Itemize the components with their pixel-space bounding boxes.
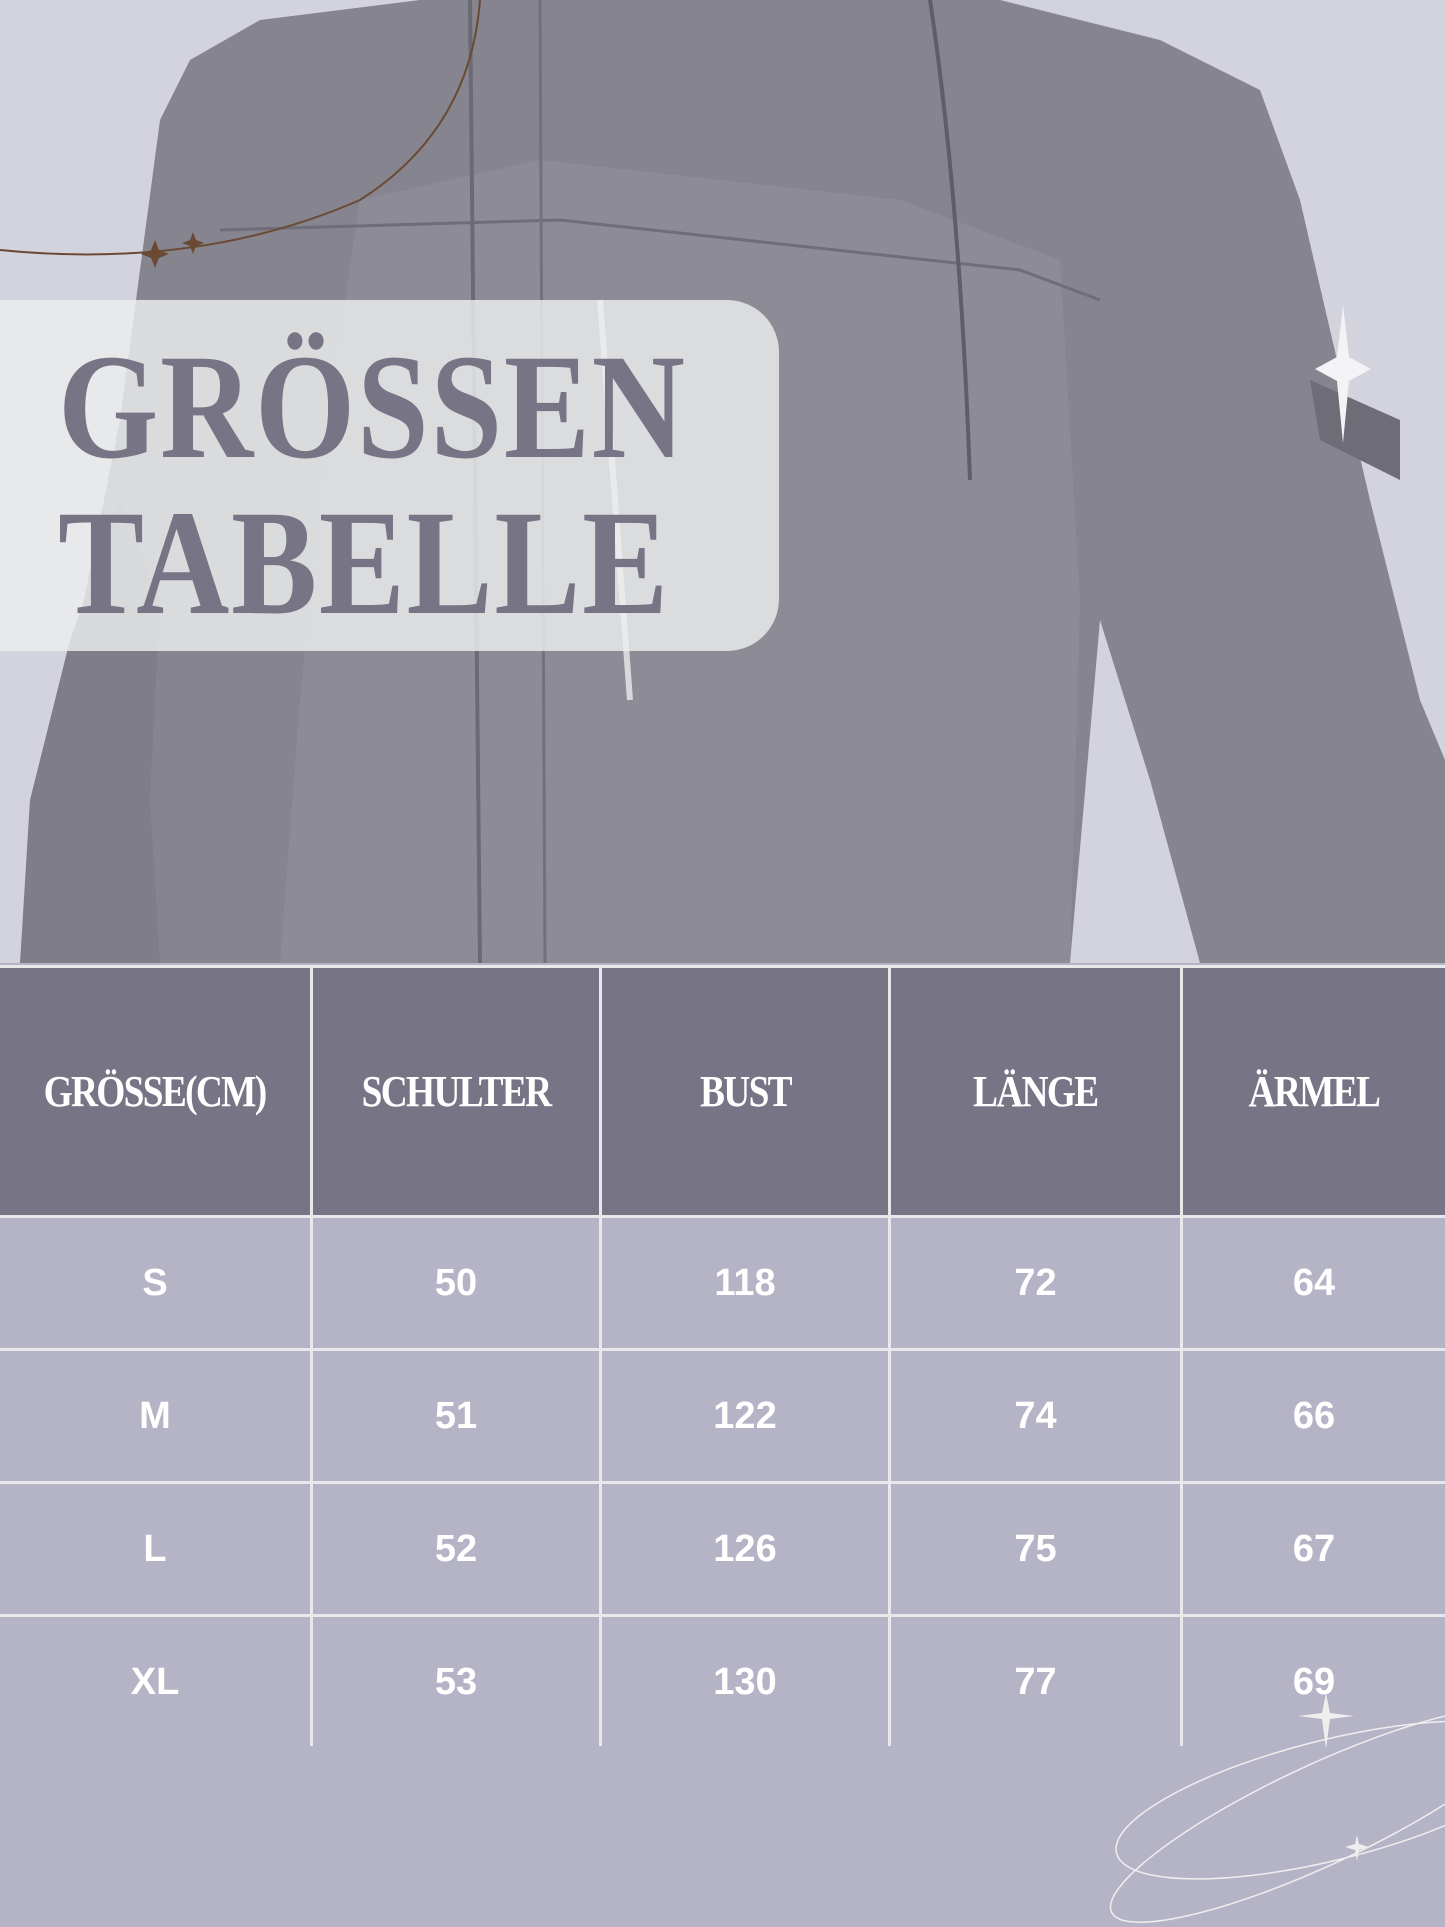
table-cell: 130 xyxy=(602,1617,888,1747)
header-sleeve: ÄRMEL xyxy=(1183,968,1445,1215)
size-table: GRÖSSE(CM) SCHULTER BUST LÄNGE ÄRMEL S 5… xyxy=(0,965,1445,1747)
table-cell: 122 xyxy=(602,1351,888,1481)
table-cell: 64 xyxy=(1183,1218,1445,1348)
header-shoulder: SCHULTER xyxy=(313,968,599,1215)
table-cell: 52 xyxy=(313,1484,599,1614)
header-label: BUST xyxy=(699,1067,793,1116)
sparkle-icon xyxy=(141,240,169,268)
header-bust: BUST xyxy=(602,968,888,1215)
table-cell: 67 xyxy=(1183,1484,1445,1614)
table-cell: XL xyxy=(0,1617,310,1747)
table-cell: 72 xyxy=(891,1218,1180,1348)
header-label: LÄNGE xyxy=(973,1067,1099,1116)
header-label: ÄRMEL xyxy=(1248,1067,1381,1116)
table-cell: 66 xyxy=(1183,1351,1445,1481)
table-cell: 51 xyxy=(313,1351,599,1481)
sparkle-icon xyxy=(1345,1835,1369,1861)
table-cell: 77 xyxy=(891,1617,1180,1747)
table-cell: S xyxy=(0,1218,310,1348)
table-cell: 74 xyxy=(891,1351,1180,1481)
header-length: LÄNGE xyxy=(891,968,1180,1215)
page-title-line-1: GRÖSSEN xyxy=(58,324,687,490)
sparkle-icon xyxy=(1315,305,1371,443)
header-label: GRÖSSE(CM) xyxy=(44,1067,268,1116)
header-size: GRÖSSE(CM) xyxy=(0,968,310,1215)
table-cell: 50 xyxy=(313,1218,599,1348)
title-banner xyxy=(0,300,779,651)
table-cell: L xyxy=(0,1484,310,1614)
header-label: SCHULTER xyxy=(361,1067,552,1116)
page-title-line-2: TABELLE xyxy=(58,480,670,646)
table-cell: 118 xyxy=(602,1218,888,1348)
table-cell: 75 xyxy=(891,1484,1180,1614)
table-cell: 53 xyxy=(313,1617,599,1747)
table-cell: 126 xyxy=(602,1484,888,1614)
table-cell: M xyxy=(0,1351,310,1481)
table-cell: 69 xyxy=(1183,1617,1445,1747)
